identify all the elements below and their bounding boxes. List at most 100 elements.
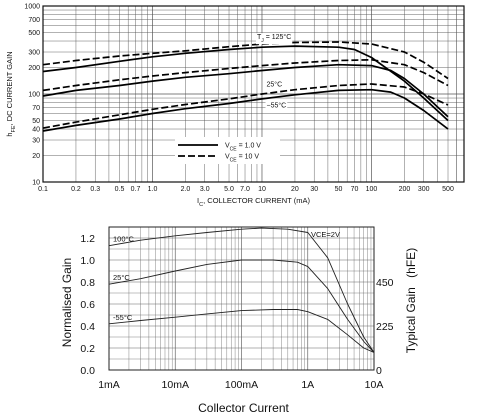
top-annotation-sub: J xyxy=(261,38,264,44)
bottom-series-label-0: 100°C xyxy=(113,235,135,244)
top-x-tick-label: 0.5 xyxy=(115,186,125,193)
top-y-tick-labels: 10 20 30 40 50 70 100 200 300 500 700 1000 xyxy=(24,4,40,187)
top-y-axis-label: hFE, DC CURRENT GAIN xyxy=(5,51,17,136)
top-annotations: TJ = 125°C 25°C −55°C xyxy=(255,33,293,110)
top-x-axis-label-suffix: , COLLECTOR CURRENT (mA) xyxy=(203,196,310,205)
top-legend-label-0: VCE = 1.0 V xyxy=(225,143,261,153)
top-x-tick-label: 10 xyxy=(258,186,266,193)
top-legend-label-1: VCE = 10 V xyxy=(225,154,259,164)
top-x-tick-label: 0.1 xyxy=(38,186,48,193)
top-legend-label-prefix: V xyxy=(225,154,230,161)
bottom-x-tick-label: 1mA xyxy=(98,379,120,391)
top-x-tick-label: 0.3 xyxy=(90,186,100,193)
top-x-tick-label: 300 xyxy=(418,186,430,193)
top-annotation-suffix: = 125°C xyxy=(264,33,292,41)
top-legend-label-sub: CE xyxy=(230,147,238,153)
bottom-y-tick-labels: 0.0 0.2 0.4 0.6 0.8 1.0 1.2 xyxy=(80,233,95,377)
top-y-tick-label: 30 xyxy=(32,138,40,145)
top-legend-label-prefix: V xyxy=(225,143,230,150)
bottom-series-group xyxy=(108,227,375,353)
top-x-tick-label: 0.2 xyxy=(71,186,81,193)
top-x-tick-label: 7.0 xyxy=(240,186,250,193)
bottom-y-tick-label: 1.0 xyxy=(80,255,95,267)
top-plot-frame xyxy=(42,5,465,183)
top-y-tick-label: 700 xyxy=(28,17,40,24)
bottom-y2-tick-label: 0 xyxy=(376,365,382,377)
top-annotation-bg xyxy=(265,101,288,110)
top-x-tick-label: 5.0 xyxy=(224,186,234,193)
top-legend-label-sub: CE xyxy=(230,158,238,164)
top-x-tick-labels: 0.1 0.2 0.3 0.5 0.7 1.0 2.0 3.0 5.0 7.0 10 20 30 50 70… xyxy=(38,186,454,193)
bottom-y-tick-label: 0.6 xyxy=(80,299,95,311)
top-y-tick-label: 300 xyxy=(28,50,40,57)
bottom-y2-axis-label-main: Typical Gain xyxy=(404,287,418,353)
top-x-tick-label: 70 xyxy=(351,186,359,193)
top-y-tick-label: 40 xyxy=(32,127,40,134)
bottom-x-tick-label: 10mA xyxy=(162,379,189,391)
top-x-tick-label: 2.0 xyxy=(181,186,191,193)
top-x-tick-label: 100 xyxy=(366,186,378,193)
top-y-axis-label-prefix: h xyxy=(5,132,14,136)
bottom-plot-frame xyxy=(108,226,375,371)
bottom-y-tick-label: 0.8 xyxy=(80,277,95,289)
top-x-tick-label: 20 xyxy=(291,186,299,193)
top-y-tick-label: 200 xyxy=(28,65,40,72)
bottom-series-label-1: 25°C xyxy=(113,273,130,282)
bottom-y-axis-label: Normalised Gain xyxy=(60,258,74,347)
bottom-grid xyxy=(108,227,374,370)
top-legend-label-suffix: = 1.0 V xyxy=(237,143,262,150)
bottom-series-labels: 100°C 25°C -55°C xyxy=(113,235,135,322)
top-series-line-0 xyxy=(42,45,449,122)
bottom-x-tick-label: 1A xyxy=(301,379,314,391)
bottom-x-tick-labels: 1mA 10mA 100mA 1A 10A xyxy=(98,379,383,391)
bottom-y2-axis-label: Typical Gain (hFE) xyxy=(404,248,418,353)
bottom-y2-axis-label-paren: (hFE) xyxy=(404,248,418,278)
top-y-tick-label: 1000 xyxy=(24,4,40,11)
top-series-line-2 xyxy=(42,63,449,118)
top-curve-annotation: TJ = 125°C xyxy=(257,33,291,44)
bottom-series-label-2: -55°C xyxy=(113,313,133,322)
top-series-line-4 xyxy=(42,88,449,132)
top-annotation-suffix: 25°C xyxy=(267,80,283,88)
top-series-line-1 xyxy=(42,41,449,80)
bottom-condition-label: VCE=2V xyxy=(311,230,340,239)
top-x-axis-label-sub: C xyxy=(199,202,203,208)
top-y-axis-label-suffix: , DC CURRENT GAIN xyxy=(5,51,14,125)
top-x-axis-label-prefix: I xyxy=(197,196,199,205)
top-annotation-suffix: −55°C xyxy=(267,102,287,110)
bottom-x-axis-label: Collector Current xyxy=(198,401,289,415)
top-legend-label-suffix: = 10 V xyxy=(237,154,260,161)
top-series-line-5 xyxy=(42,83,449,129)
top-x-tick-label: 200 xyxy=(399,186,411,193)
top-x-tick-label: 3.0 xyxy=(200,186,210,193)
bottom-y-tick-label: 1.2 xyxy=(80,233,95,245)
bottom-y2-tick-labels: 0 225 450 xyxy=(376,277,394,377)
top-curve-annotation: 25°C xyxy=(267,80,283,88)
top-annotation-bg xyxy=(255,33,293,45)
top-annotation-prefix: T xyxy=(257,34,262,41)
bottom-y-tick-label: 0.0 xyxy=(80,365,95,377)
top-y-tick-label: 100 xyxy=(28,92,40,99)
bottom-y2-tick-label: 225 xyxy=(376,321,394,333)
top-y-tick-label: 50 xyxy=(32,118,40,125)
bottom-x-tick-label: 10A xyxy=(365,379,384,391)
bottom-series-line-2 xyxy=(108,309,375,353)
bottom-y-tick-label: 0.4 xyxy=(80,321,95,333)
top-x-tick-label: 30 xyxy=(310,186,318,193)
top-x-tick-label: 50 xyxy=(335,186,343,193)
top-x-tick-label: 500 xyxy=(442,186,454,193)
top-y-tick-label: 20 xyxy=(32,153,40,160)
top-legend-box xyxy=(175,137,280,164)
top-series-group xyxy=(42,41,449,132)
top-x-axis-label: IC, COLLECTOR CURRENT (mA) xyxy=(197,196,310,208)
top-chart-hfe: 0.1 0.2 0.3 0.5 0.7 1.0 2.0 3.0 5.0 7.0 10 20 30 50 70… xyxy=(5,4,465,208)
top-y-tick-label: 500 xyxy=(28,30,40,37)
top-y-tick-label: 70 xyxy=(32,105,40,112)
bottom-series-line-0 xyxy=(108,227,375,353)
bottom-y2-tick-label: 450 xyxy=(376,277,394,289)
top-curve-annotation: −55°C xyxy=(267,102,287,110)
top-x-tick-label: 0.7 xyxy=(131,186,141,193)
bottom-series-line-1 xyxy=(108,259,375,353)
top-x-tick-label: 1.0 xyxy=(148,186,158,193)
